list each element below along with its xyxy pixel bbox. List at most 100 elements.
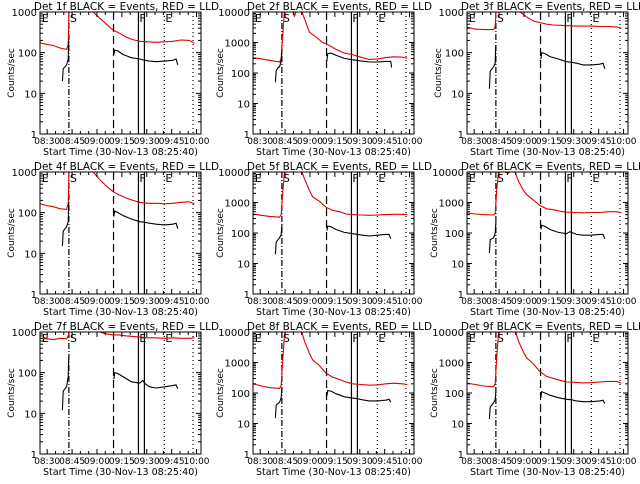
x-tick-label: 08:45 [59, 297, 85, 307]
series-events-line [274, 223, 392, 255]
series-events-line [61, 358, 179, 411]
y-tick-label: 100 [231, 69, 250, 80]
x-tick-label: 09:45 [372, 457, 398, 467]
panel-title: Det 4f BLACK = Events, RED = LLD [34, 161, 219, 173]
x-axis-label: Start Time (30-Nov-13 08:25:40) [43, 467, 198, 478]
marker-label: E [255, 332, 262, 345]
panel-title: Det 6f BLACK = Events, RED = LLD [461, 161, 640, 173]
y-tick-label: 100 [445, 49, 464, 60]
x-tick-label: 09:00 [511, 297, 537, 307]
x-tick-label: 09:45 [372, 137, 398, 147]
series-lld-line [467, 332, 622, 388]
x-tick-label: 10:00 [397, 137, 423, 147]
x-tick-label: 09:45 [586, 297, 612, 307]
x-tick-label: 08:45 [486, 297, 512, 307]
plot-frame [466, 11, 629, 135]
y-tick-label: 1 [458, 290, 464, 301]
y-tick-label: 100 [231, 389, 250, 400]
x-tick-label: 09:15 [109, 457, 135, 467]
y-tick-label: 10000 [432, 328, 464, 339]
y-tick-label: 10 [24, 249, 37, 260]
marker-label: S [70, 12, 77, 25]
x-tick-label: 09:30 [347, 297, 373, 307]
y-tick-label: 1000 [225, 199, 250, 210]
x-tick-label: 09:00 [84, 297, 110, 307]
x-tick-label: 09:30 [134, 457, 160, 467]
panel-title: Det 7f BLACK = Events, RED = LLD [34, 321, 219, 333]
y-tick-label: 1 [458, 450, 464, 461]
x-tick-label: 09:30 [561, 137, 587, 147]
marker-label: F [139, 12, 145, 25]
marker-label: F [352, 172, 358, 185]
x-tick-label: 09:00 [297, 457, 323, 467]
plot-frame [39, 171, 202, 295]
y-axis-label: Counts/sec [430, 208, 440, 258]
marker-label: E [469, 332, 476, 345]
x-tick-label: 09:00 [84, 137, 110, 147]
x-tick-label: 09:15 [322, 137, 348, 147]
x-tick-label: 08:45 [486, 457, 512, 467]
y-tick-label: 10000 [432, 168, 464, 179]
x-tick-label: 08:30 [34, 137, 60, 147]
marker-label: F [566, 12, 572, 25]
y-tick-label: 1000 [225, 39, 250, 50]
series-lld-line [467, 172, 622, 216]
y-tick-label: 1 [244, 290, 250, 301]
marker-label: E [378, 172, 385, 185]
marker-label: E [592, 12, 599, 25]
x-tick-label: 08:45 [59, 457, 85, 467]
x-tick-label: 09:15 [536, 457, 562, 467]
x-tick-label: 09:45 [159, 457, 185, 467]
x-tick-label: 09:30 [347, 457, 373, 467]
panel-title: Det 9f BLACK = Events, RED = LLD [461, 321, 640, 333]
y-tick-label: 1 [31, 450, 37, 461]
marker-label: F [566, 172, 572, 185]
y-tick-label: 10000 [218, 8, 250, 19]
x-tick-label: 09:15 [109, 137, 135, 147]
y-tick-label: 1000 [12, 168, 37, 179]
x-tick-label: 09:00 [511, 457, 537, 467]
marker-label: F [352, 12, 358, 25]
marker-label: S [70, 172, 77, 185]
y-tick-label: 100 [18, 49, 37, 60]
x-tick-label: 09:15 [536, 137, 562, 147]
marker-label: E [592, 172, 599, 185]
marker-label: S [497, 332, 504, 345]
x-axis-label: Start Time (30-Nov-13 08:25:40) [470, 467, 625, 478]
series-lld-line [40, 12, 195, 51]
x-tick-label: 08:30 [247, 297, 273, 307]
x-axis-label: Start Time (30-Nov-13 08:25:40) [256, 467, 411, 478]
x-tick-label: 09:00 [297, 137, 323, 147]
marker-label: S [70, 332, 77, 345]
x-tick-label: 08:30 [247, 137, 273, 147]
x-tick-label: 08:30 [247, 457, 273, 467]
y-axis-label: Counts/sec [7, 208, 17, 258]
y-tick-label: 1000 [439, 359, 464, 370]
x-tick-label: 08:30 [34, 457, 60, 467]
y-tick-label: 1 [31, 130, 37, 141]
plot-frame [466, 331, 629, 455]
x-tick-label: 09:15 [536, 297, 562, 307]
y-tick-label: 10 [24, 89, 37, 100]
x-tick-label: 09:30 [347, 137, 373, 147]
y-axis-label: Counts/sec [216, 368, 226, 418]
y-tick-label: 1 [31, 290, 37, 301]
x-axis-label: Start Time (30-Nov-13 08:25:40) [256, 147, 411, 158]
y-tick-label: 10 [24, 409, 37, 420]
x-tick-label: 09:45 [586, 457, 612, 467]
x-tick-label: 09:00 [297, 297, 323, 307]
x-tick-label: 08:30 [461, 457, 487, 467]
marker-label: S [497, 172, 504, 185]
x-tick-label: 09:30 [134, 137, 160, 147]
x-tick-label: 08:45 [272, 297, 298, 307]
x-tick-label: 08:45 [59, 137, 85, 147]
y-tick-label: 10 [451, 420, 464, 431]
marker-label: E [469, 172, 476, 185]
